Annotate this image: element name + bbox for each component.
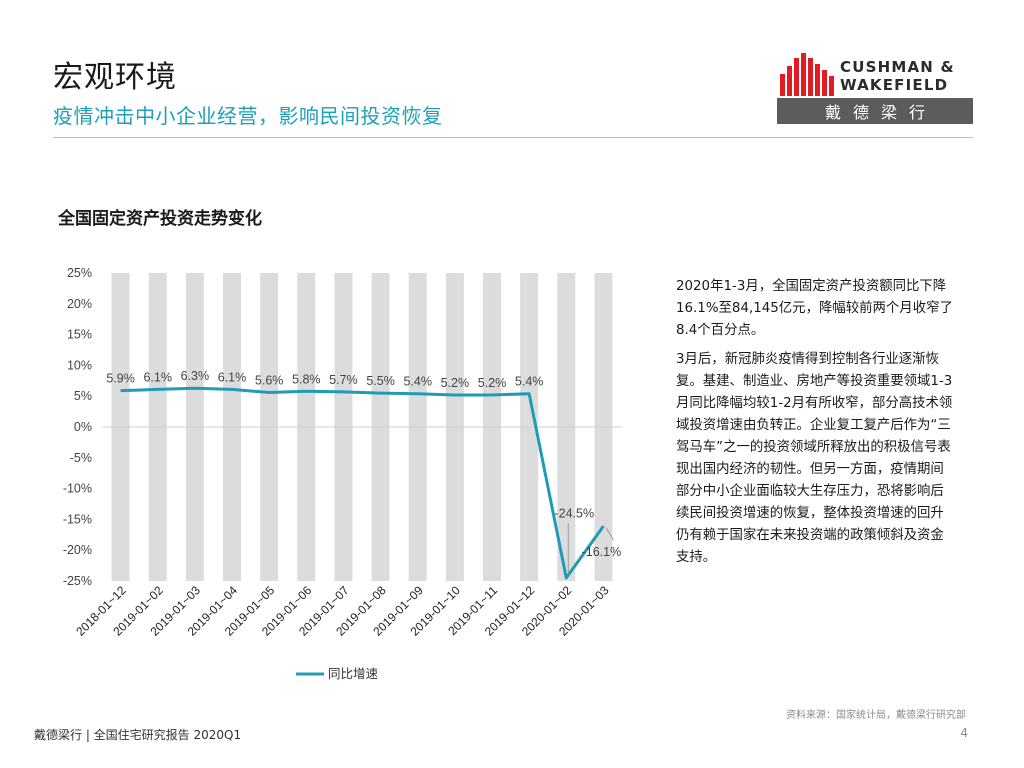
series-line-layer [120,386,605,580]
y-axis-ticks: 25% 20% 15% 10% 5% 0% -5% -10% -15% -20% -25% [63,266,92,588]
data-label: -16.1% [582,545,622,559]
y-tick-label: -20% [63,543,92,557]
chart-legend: 同比增速 [296,666,379,681]
y-tick-label: 25% [67,266,92,280]
text-paragraph-2: 3月后，新冠肺炎疫情得到控制各行业逐渐恢复。基建、制造业、房地产等投资重要领域1… [676,352,953,565]
logo-wordmark: CUSHMAN & WAKEFIELD [840,58,955,94]
logo-cn-name: 戴德梁行 [824,103,937,122]
page-title: 宏观环境 [53,60,177,95]
y-tick-label: -25% [63,574,92,588]
data-label: 5.6% [255,374,284,388]
chart-title: 全国固定资产投资走势变化 [58,209,262,229]
data-label: 5.2% [441,376,470,390]
series-line [120,386,605,580]
data-label: 5.5% [366,374,395,388]
y-tick-label: -5% [70,451,92,465]
legend-label: 同比增速 [328,666,379,681]
logo-cn-banner: 戴德梁行 [777,98,973,124]
investment-trend-chart: 5.9% 6.1% 6.3% 6.1% 5.6% 5.8% 5.7% 5.5% 5.4% 5.2%… [63,266,622,681]
data-label: 6.3% [181,369,210,383]
y-tick-label: 5% [74,389,92,403]
data-label: 5.7% [329,373,358,387]
y-tick-label: 20% [67,297,92,311]
y-tick-label: 10% [67,358,92,372]
page-subtitle: 疫情冲击中小企业经营，影响民间投资恢复 [53,104,443,128]
y-tick-label: -10% [63,482,92,496]
data-label: 6.1% [143,370,172,384]
data-label: 5.4% [403,375,432,389]
y-tick-label: -15% [63,512,92,526]
leader-line [605,527,614,541]
data-label: 5.8% [292,372,321,386]
data-label: -24.5% [554,506,594,520]
x-axis-ticks: 2018-01~122019-01~022019-01~032019-01~04… [73,583,612,639]
data-label: 6.1% [218,370,247,384]
background-bars [111,273,613,581]
logo-mark-icon [780,53,834,96]
header-divider [53,137,973,138]
data-label: 5.9% [106,372,135,386]
data-label: 5.2% [478,376,507,390]
data-labels: 5.9% 6.1% 6.3% 6.1% 5.6% 5.8% 5.7% 5.5% 5.4% 5.2%… [106,369,621,574]
text-paragraph-1: 2020年1-3月，全国固定资产投资额同比下降16.1%至84,145亿元，降幅… [676,279,953,338]
data-source-note: 资料来源：国家统计局，戴德梁行研究部 [786,710,966,721]
company-logo: CUSHMAN & WAKEFIELD 戴德梁行 [777,52,975,126]
y-tick-label: 15% [67,328,92,342]
page-number: 4 [960,726,968,740]
data-label: 5.4% [515,375,544,389]
footer-text: 戴德梁行 | 全国住宅研究报告 2020Q1 [34,728,242,742]
y-tick-label: 0% [74,420,92,434]
